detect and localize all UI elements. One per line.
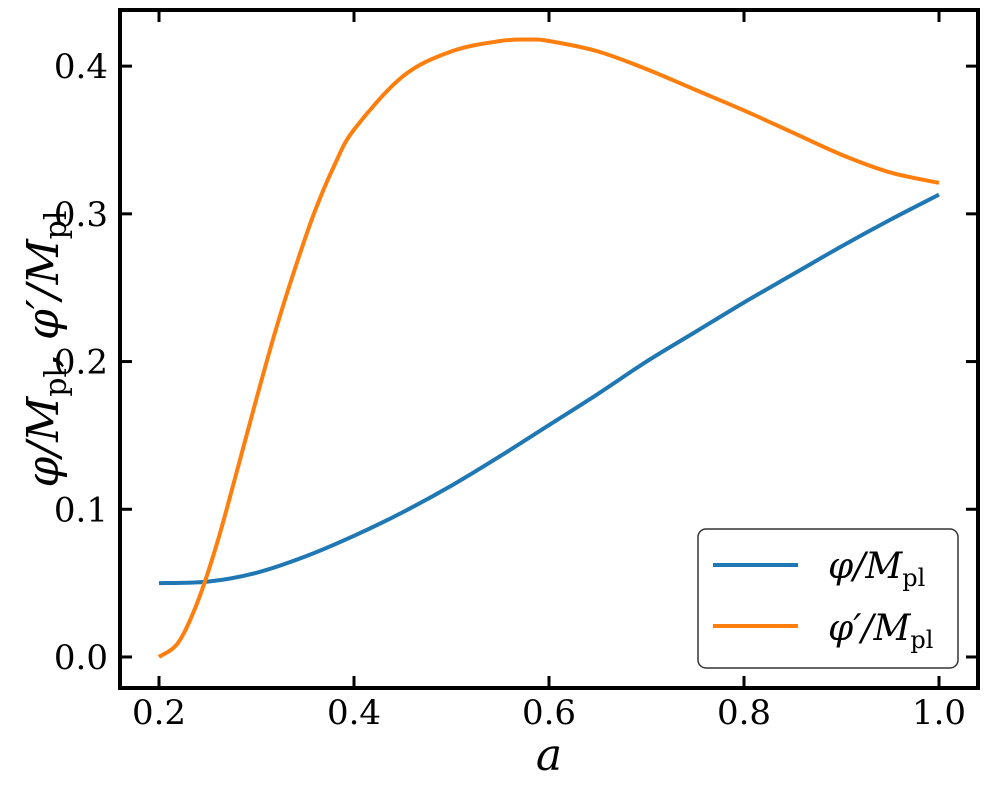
y-axis-label-part2: , φ′/M <box>18 238 69 368</box>
y-tick-label: 0.3 <box>54 195 108 235</box>
y-tick-label: 0.4 <box>54 47 108 87</box>
series-line-phi <box>158 192 940 586</box>
y-axis-label-sub1: pl <box>39 368 74 397</box>
legend-label-phi-prime: φ′/Mpl <box>828 608 933 654</box>
x-tick-label: 0.2 <box>132 693 186 733</box>
y-axis-label-part1: φ/M <box>18 396 69 488</box>
ticks: 0.2 0.4 0.6 0.8 1.0 0.0 0.1 0.2 0.3 0.4 <box>54 10 978 733</box>
legend-label-phi: φ/Mpl <box>828 546 925 592</box>
y-tick-label: 0.1 <box>54 490 108 530</box>
svg-text:φ/Mpl, φ′/Mpl: φ/Mpl, φ′/Mpl <box>18 211 74 488</box>
series <box>157 37 940 659</box>
x-tick-label: 1.0 <box>912 693 966 733</box>
axes-frame <box>118 8 980 690</box>
series-line-phi-prime <box>157 37 940 659</box>
y-axis-label: φ/Mpl, φ′/Mpl <box>18 211 74 488</box>
x-axis-label: a <box>536 730 562 781</box>
legend: φ/Mpl φ′/Mpl <box>697 528 959 669</box>
y-tick-label: 0.2 <box>54 343 108 383</box>
x-tick-label: 0.6 <box>522 693 576 733</box>
x-tick-label: 0.8 <box>717 693 771 733</box>
y-axis-label-sub2: pl <box>39 211 74 240</box>
y-tick-label: 0.0 <box>54 638 108 678</box>
x-tick-label: 0.4 <box>327 693 381 733</box>
